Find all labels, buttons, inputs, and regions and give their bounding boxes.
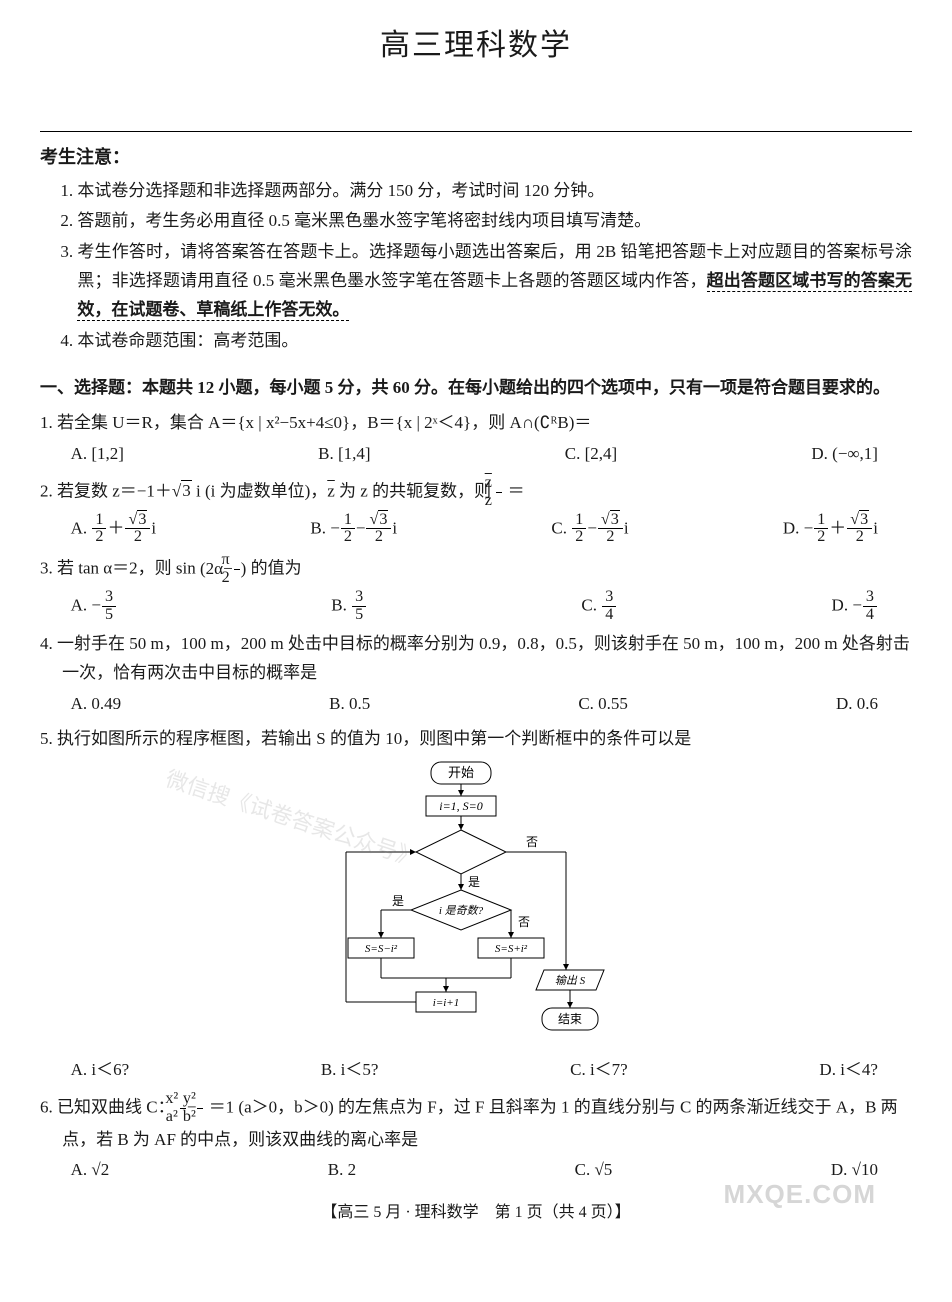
svg-text:输出 S: 输出 S xyxy=(555,974,586,987)
opt-B: B. −12−√32i xyxy=(310,512,397,547)
q5-stem: 5. 执行如图所示的程序框图，若输出 S 的值为 10，则图中第一个判断框中的条… xyxy=(40,725,912,754)
frac-zbar-z: zz xyxy=(496,475,502,510)
flowchart: 开始 i=1, S=0 否 是 i 是奇数? 是 否 S=S−i² S=S+i² xyxy=(326,760,626,1050)
svg-text:开始: 开始 xyxy=(448,765,474,780)
notice-item: 本试卷分选择题和非选择题两部分。满分 150 分，考试时间 120 分钟。 xyxy=(77,177,912,206)
q2-stem: 2. 若复数 z＝−1＋√3 i (i 为虚数单位)，z 为 z 的共轭复数，则… xyxy=(40,475,912,510)
opt-C: C. √5 xyxy=(575,1156,613,1185)
section-text: 一、选择题：本题共 12 小题，每小题 5 分，共 60 分。在每小题给出的四个… xyxy=(40,378,890,397)
q1-options: A. [1,2] B. [1,4] C. [2,4] D. (−∞,1] xyxy=(40,440,912,469)
text: 3. 若 tan α＝2，则 sin xyxy=(40,559,196,578)
z-bar: z xyxy=(327,481,335,500)
q3-options: A. −35 B. 35 C. 34 D. −34 xyxy=(40,589,912,624)
question-1: 1. 若全集 U＝R，集合 A＝{x | x²−5x+4≤0}，B＝{x | 2… xyxy=(40,409,912,469)
sqrt3: 3 xyxy=(181,480,192,500)
opt-B: B. i＜5? xyxy=(321,1056,379,1085)
opt-A: A. −35 xyxy=(71,589,117,624)
watermark-corner: MXQE.COM xyxy=(724,1172,876,1216)
divider xyxy=(40,131,912,132)
notice-item: 答题前，考生务必用直径 0.5 毫米黑色墨水签字笔将密封线内项目填写清楚。 xyxy=(77,207,912,236)
opt-C: C. 34 xyxy=(581,589,617,624)
svg-text:i 是奇数?: i 是奇数? xyxy=(439,904,484,917)
opt-A: A. [1,2] xyxy=(71,440,124,469)
opt-C: C. 0.55 xyxy=(578,690,628,719)
text: 的值为 xyxy=(251,559,302,578)
q1-stem: 1. 若全集 U＝R，集合 A＝{x | x²−5x+4≤0}，B＝{x | 2… xyxy=(40,409,912,438)
svg-text:S=S−i²: S=S−i² xyxy=(365,943,398,955)
svg-text:i=1, S=0: i=1, S=0 xyxy=(439,799,483,813)
opt-A: A. i＜6? xyxy=(71,1056,130,1085)
svg-text:结束: 结束 xyxy=(558,1012,582,1026)
opt-C: C. 12−√32i xyxy=(551,512,628,547)
question-3: 3. 若 tan α＝2，则 sin (2α−π2) 的值为 A. −35 B.… xyxy=(40,552,912,624)
opt-D: D. −12＋√32i xyxy=(783,512,878,547)
q2-options: A. 12＋√32i B. −12−√32i C. 12−√32i D. −12… xyxy=(40,512,912,547)
svg-text:是: 是 xyxy=(468,875,480,889)
opt-A: A. √2 xyxy=(71,1156,110,1185)
q3-stem: 3. 若 tan α＝2，则 sin (2α−π2) 的值为 xyxy=(40,552,912,587)
page-title: 高三理科数学 xyxy=(40,20,912,71)
opt-D: D. −34 xyxy=(832,589,878,624)
opt-D: D. (−∞,1] xyxy=(811,440,878,469)
svg-text:否: 否 xyxy=(526,835,538,849)
notice-item: 本试卷命题范围：高考范围。 xyxy=(77,327,912,356)
svg-text:i=i+1: i=i+1 xyxy=(433,997,459,1009)
frac-y2b2: y²b² xyxy=(197,1091,203,1126)
opt-A: A. 12＋√32i xyxy=(71,512,157,547)
text: ＝ xyxy=(508,481,525,500)
paren-expr: (2α−π2) xyxy=(200,559,246,578)
opt-B: B. [1,4] xyxy=(318,440,370,469)
question-4: 4. 一射手在 50 m，100 m，200 m 处击中目标的概率分别为 0.9… xyxy=(40,630,912,719)
svg-text:否: 否 xyxy=(518,915,530,929)
opt-C: C. i＜7? xyxy=(570,1056,628,1085)
q5-options: A. i＜6? B. i＜5? C. i＜7? D. i＜4? xyxy=(40,1056,912,1085)
text: 6. 已知双曲线 C： xyxy=(40,1097,175,1116)
question-6: 6. 已知双曲线 C： x²a²−y²b² ＝1 (a＞0，b＞0) 的左焦点为… xyxy=(40,1091,912,1186)
q6-stem: 6. 已知双曲线 C： x²a²−y²b² ＝1 (a＞0，b＞0) 的左焦点为… xyxy=(40,1091,912,1155)
notice-item: 考生作答时，请将答案答在答题卡上。选择题每小题选出答案后，用 2B 铅笔把答题卡… xyxy=(77,238,912,325)
opt-B: B. 0.5 xyxy=(329,690,370,719)
text: 为 z 的共轭复数，则 xyxy=(335,481,496,500)
q4-stem: 4. 一射手在 50 m，100 m，200 m 处击中目标的概率分别为 0.9… xyxy=(40,630,912,688)
q4-options: A. 0.49 B. 0.5 C. 0.55 D. 0.6 xyxy=(40,690,912,719)
opt-B: B. 35 xyxy=(331,589,367,624)
svg-text:是: 是 xyxy=(392,894,404,908)
notice-list: 本试卷分选择题和非选择题两部分。满分 150 分，考试时间 120 分钟。 答题… xyxy=(40,177,912,356)
opt-C: C. [2,4] xyxy=(565,440,617,469)
notice-heading: 考生注意： xyxy=(40,142,912,173)
svg-text:S=S+i²: S=S+i² xyxy=(495,943,528,955)
section-heading: 一、选择题：本题共 12 小题，每小题 5 分，共 60 分。在每小题给出的四个… xyxy=(40,374,912,403)
text: i (i 为虚数单位)， xyxy=(196,481,327,500)
question-2: 2. 若复数 z＝−1＋√3 i (i 为虚数单位)，z 为 z 的共轭复数，则… xyxy=(40,475,912,547)
opt-A: A. 0.49 xyxy=(71,690,122,719)
opt-B: B. 2 xyxy=(328,1156,356,1185)
opt-D: D. i＜4? xyxy=(819,1056,878,1085)
opt-D: D. 0.6 xyxy=(836,690,878,719)
text: 2. 若复数 z＝−1＋√ xyxy=(40,481,181,500)
